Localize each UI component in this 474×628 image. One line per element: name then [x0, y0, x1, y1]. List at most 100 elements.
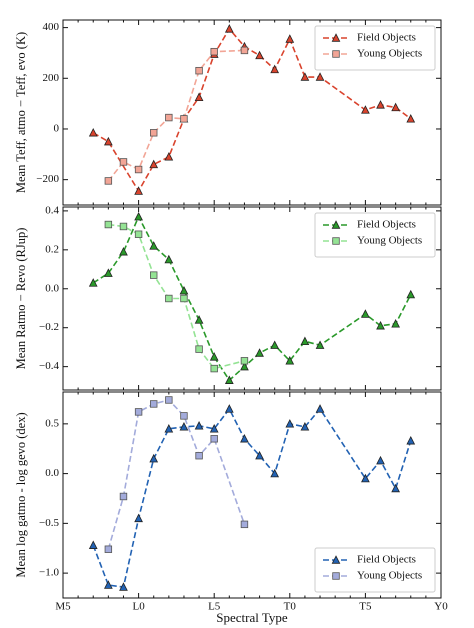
legend-marker — [332, 237, 340, 245]
marker — [285, 419, 295, 428]
marker — [270, 468, 280, 478]
axes-frame — [62, 19, 442, 206]
y-tick-label: 0.4 — [45, 204, 59, 216]
marker — [164, 152, 174, 161]
legend-marker — [331, 33, 341, 42]
marker — [165, 113, 173, 122]
series-line — [107, 49, 245, 182]
marker — [300, 336, 310, 346]
marker — [134, 513, 143, 523]
marker — [391, 102, 400, 112]
marker — [270, 340, 280, 349]
series-line — [108, 223, 245, 370]
marker — [150, 271, 158, 279]
y-tick-label: 0.0 — [45, 467, 59, 479]
marker — [391, 483, 400, 493]
legend-marker — [331, 220, 341, 229]
marker — [179, 285, 189, 295]
marker — [180, 115, 188, 123]
marker — [134, 211, 143, 221]
y-axis-label: Mean log gatmo - log gevo (dex) — [14, 412, 28, 577]
marker — [119, 222, 128, 231]
series-line — [107, 399, 246, 550]
marker — [224, 404, 234, 413]
marker — [240, 357, 249, 365]
x-tick-label: L0 — [132, 601, 145, 613]
marker — [164, 254, 174, 264]
marker — [255, 348, 264, 357]
y-tick-label: 0.5 — [45, 417, 59, 429]
marker — [104, 136, 113, 146]
legend-label: Field Objects — [357, 219, 416, 231]
marker — [376, 100, 385, 109]
marker — [315, 340, 325, 349]
marker — [210, 364, 218, 373]
y-tick-label: 200 — [43, 72, 60, 84]
marker — [165, 396, 173, 404]
marker — [391, 319, 400, 328]
marker — [150, 129, 158, 137]
marker — [119, 247, 128, 256]
legend-box — [314, 547, 436, 593]
legend-label: Field Objects — [357, 554, 416, 566]
y-axis-label: Mean Ratmo − Revo (RJup) — [14, 228, 28, 370]
marker — [119, 492, 128, 501]
marker — [376, 455, 385, 465]
marker — [285, 356, 295, 365]
marker — [209, 424, 219, 433]
marker — [88, 127, 98, 137]
marker — [210, 435, 218, 443]
legend-marker — [332, 50, 340, 58]
marker — [134, 186, 143, 195]
marker — [194, 92, 204, 101]
marker — [134, 165, 143, 174]
marker — [195, 66, 203, 75]
marker — [149, 453, 159, 463]
x-tick-label: T0 — [284, 601, 297, 613]
marker — [195, 345, 203, 353]
marker — [315, 72, 325, 81]
marker — [406, 435, 416, 445]
marker — [104, 220, 113, 229]
axes-frame — [62, 391, 442, 599]
marker — [149, 159, 159, 169]
marker — [376, 320, 385, 330]
legend-label: Young Objects — [357, 570, 422, 582]
y-tick-label: −0.2 — [39, 321, 59, 333]
x-tick-label: T5 — [359, 601, 372, 613]
marker — [285, 34, 295, 43]
y-tick-label: 0.0 — [45, 282, 59, 294]
x-tick-label: Y0 — [434, 601, 448, 613]
marker — [255, 50, 264, 60]
marker — [210, 47, 218, 56]
y-tick-label: 0 — [54, 123, 60, 135]
x-axis-label: Spectral Type — [216, 610, 288, 625]
marker — [88, 278, 98, 287]
y-tick-label: −0.5 — [39, 517, 59, 529]
marker — [300, 422, 310, 431]
series-line — [92, 407, 412, 588]
marker — [104, 580, 113, 589]
marker — [361, 105, 370, 114]
marker — [270, 64, 280, 74]
marker — [300, 72, 310, 81]
y-tick-label: 400 — [43, 21, 60, 33]
series-line — [92, 214, 412, 382]
marker — [361, 309, 370, 318]
marker — [180, 412, 188, 420]
marker — [240, 433, 249, 443]
marker — [195, 451, 203, 460]
marker — [224, 24, 234, 33]
y-tick-label: −0.4 — [39, 360, 59, 372]
marker — [194, 421, 204, 430]
marker — [315, 404, 325, 413]
marker — [255, 450, 264, 460]
x-tick-label: M5 — [55, 601, 71, 613]
marker — [240, 46, 249, 55]
legend-marker — [331, 555, 341, 564]
marker — [134, 408, 143, 416]
marker — [88, 540, 98, 549]
legend-marker — [332, 572, 340, 580]
marker — [361, 473, 370, 483]
